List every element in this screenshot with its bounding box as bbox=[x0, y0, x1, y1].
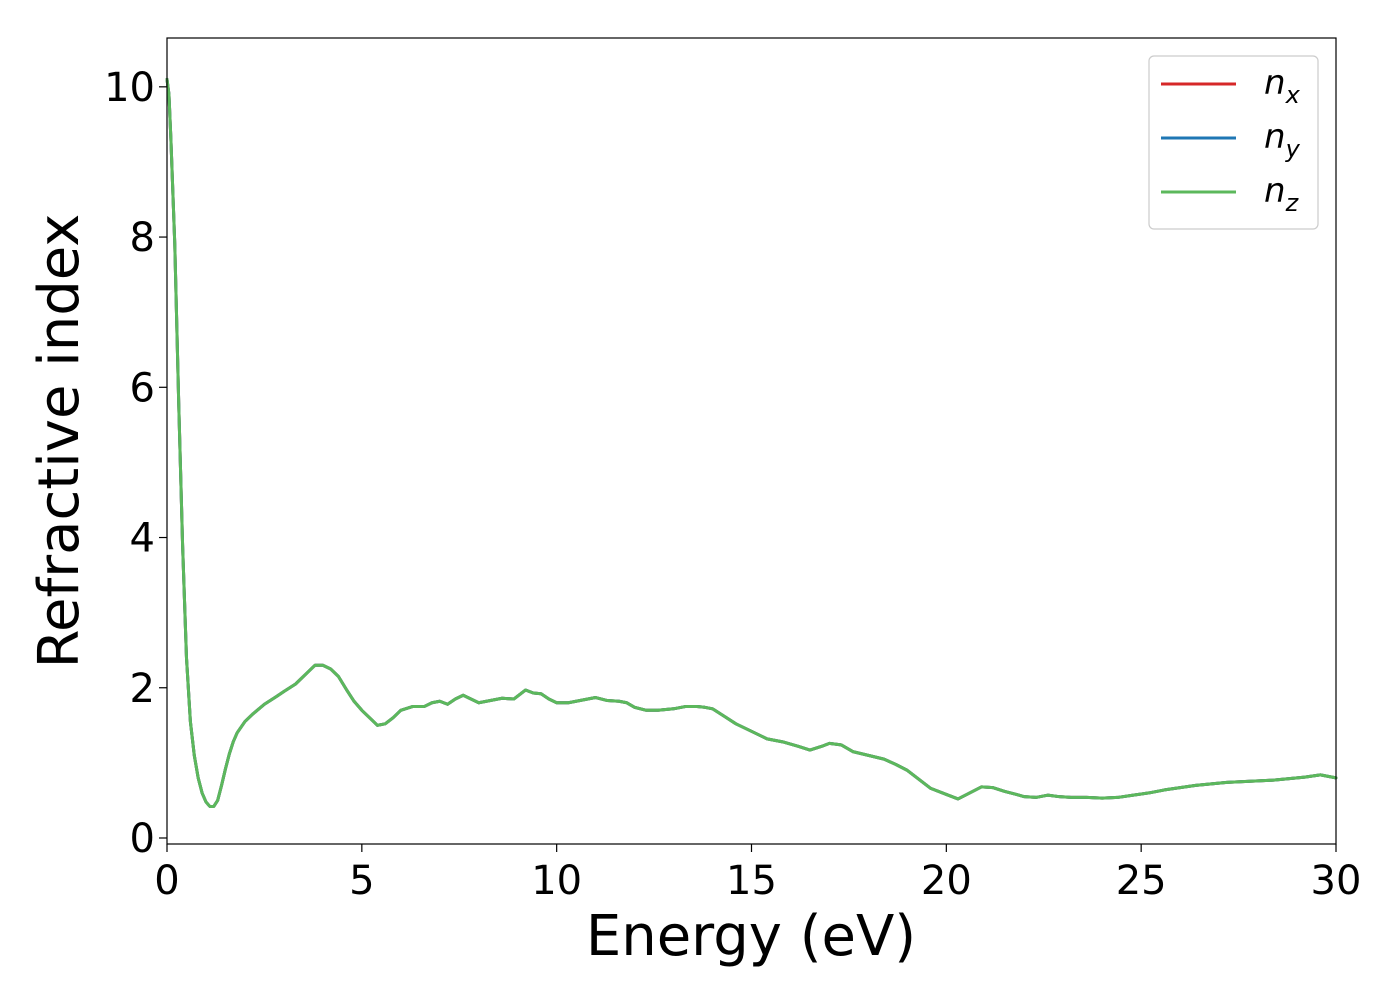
legend-box bbox=[1148, 55, 1319, 230]
x-tick-label: 20 bbox=[921, 858, 972, 904]
y-axis-ticks: 0 2 4 6 8 10 bbox=[104, 65, 167, 862]
y-tick-label: 10 bbox=[104, 65, 155, 111]
x-tick-label: 30 bbox=[1311, 858, 1362, 904]
x-tick-label: 5 bbox=[349, 858, 374, 904]
y-tick-label: 0 bbox=[130, 816, 155, 862]
x-tick-label: 15 bbox=[726, 858, 777, 904]
x-tick-label: 10 bbox=[531, 858, 582, 904]
y-tick-label: 4 bbox=[130, 516, 155, 562]
legend-label-n-x: nx bbox=[1264, 63, 1301, 109]
legend-label-main: n bbox=[1264, 171, 1286, 211]
series-layer bbox=[165, 77, 1338, 808]
y-tick-label: 6 bbox=[130, 365, 155, 411]
legend-label-main: n bbox=[1264, 63, 1286, 103]
x-axis-ticks: 0 5 10 15 20 25 30 bbox=[154, 844, 1361, 904]
x-axis-label: Energy (eV) bbox=[586, 904, 916, 969]
legend-label-main: n bbox=[1264, 117, 1286, 157]
y-axis-label: Refractive index bbox=[27, 214, 92, 669]
series-line-n-z bbox=[165, 77, 1338, 808]
legend-label-subscript: z bbox=[1285, 189, 1300, 217]
y-tick-label: 8 bbox=[130, 215, 155, 261]
legend-label-n-y: ny bbox=[1264, 117, 1301, 163]
x-tick-label: 25 bbox=[1116, 858, 1167, 904]
y-tick-label: 2 bbox=[130, 666, 155, 712]
legend-label-subscript: y bbox=[1285, 135, 1301, 163]
legend-label-subscript: x bbox=[1285, 81, 1301, 109]
legend-label-n-z: nz bbox=[1264, 171, 1300, 217]
x-tick-label: 0 bbox=[154, 858, 179, 904]
